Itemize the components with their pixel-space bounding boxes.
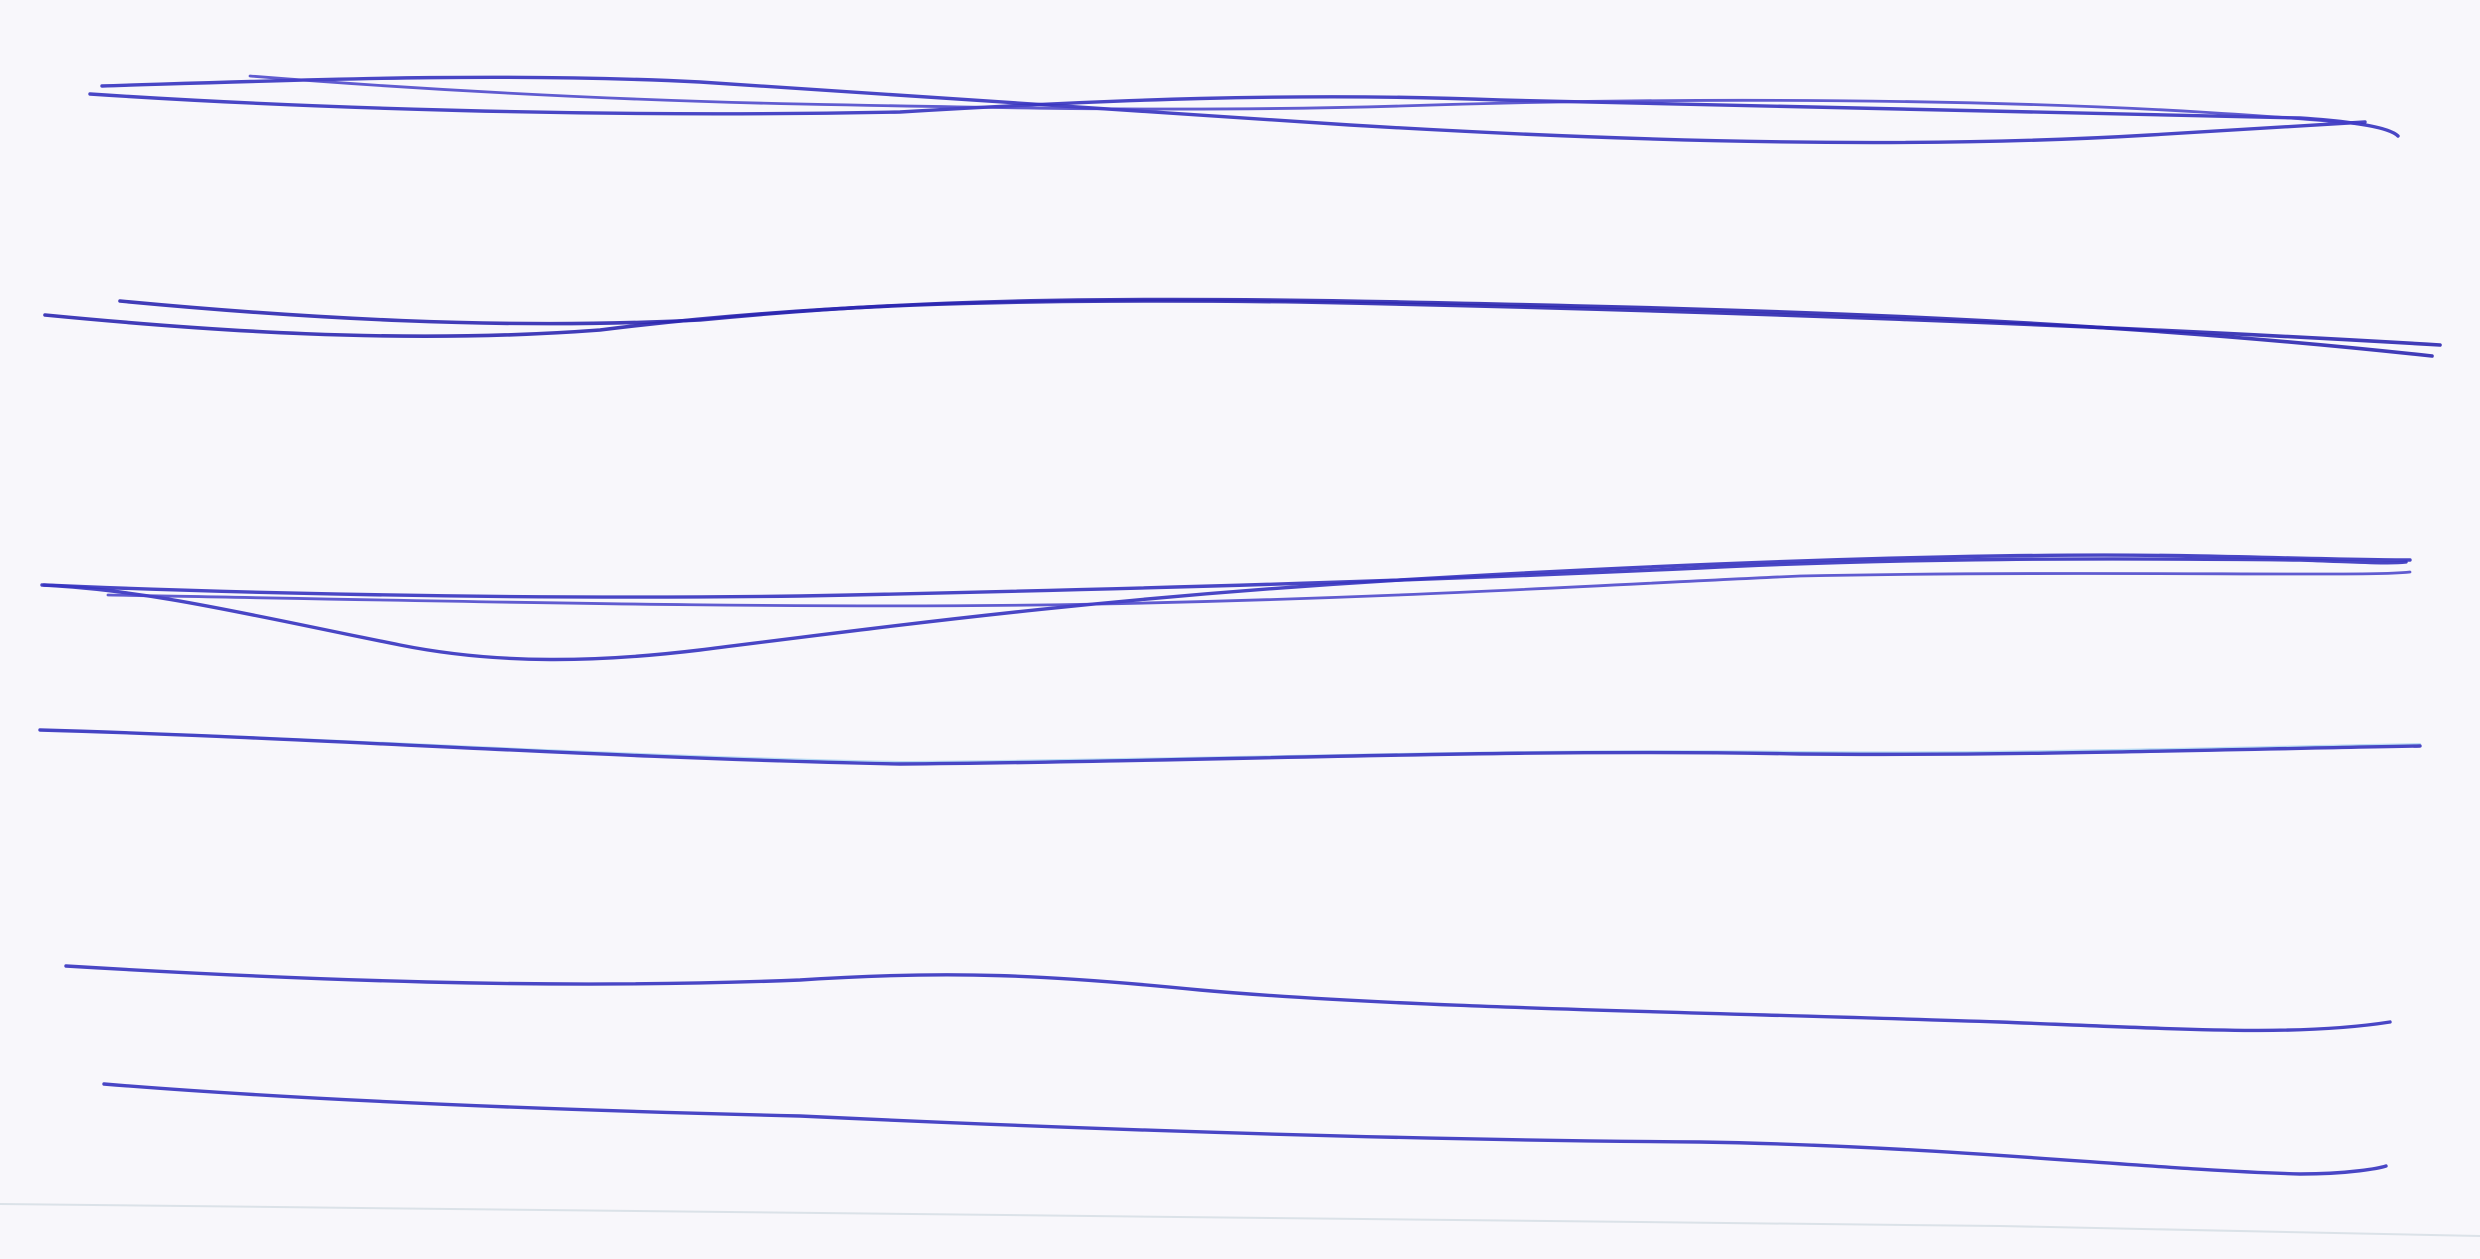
pen-stroke bbox=[106, 570, 2412, 608]
scan-edge-line bbox=[0, 1203, 2480, 1237]
pen-stroke bbox=[118, 297, 2434, 358]
stroke-group-1 bbox=[88, 74, 2400, 145]
pen-stroke bbox=[88, 92, 2400, 138]
stroke-group-4 bbox=[38, 728, 2422, 766]
pen-stroke bbox=[43, 299, 2442, 347]
pen-stroke bbox=[248, 74, 2362, 126]
stroke-group-5 bbox=[64, 964, 2392, 1033]
stroke-group-2 bbox=[43, 297, 2442, 358]
pen-stroke bbox=[40, 553, 2412, 662]
pen-stroke bbox=[42, 557, 2408, 599]
stroke-group-6 bbox=[102, 1082, 2388, 1176]
pen-stroke bbox=[64, 964, 2392, 1033]
pen-stroke bbox=[100, 75, 2367, 145]
pen-stroke bbox=[102, 1082, 2388, 1176]
pen-stroke bbox=[38, 728, 2422, 766]
stroke-group-3 bbox=[40, 553, 2412, 662]
